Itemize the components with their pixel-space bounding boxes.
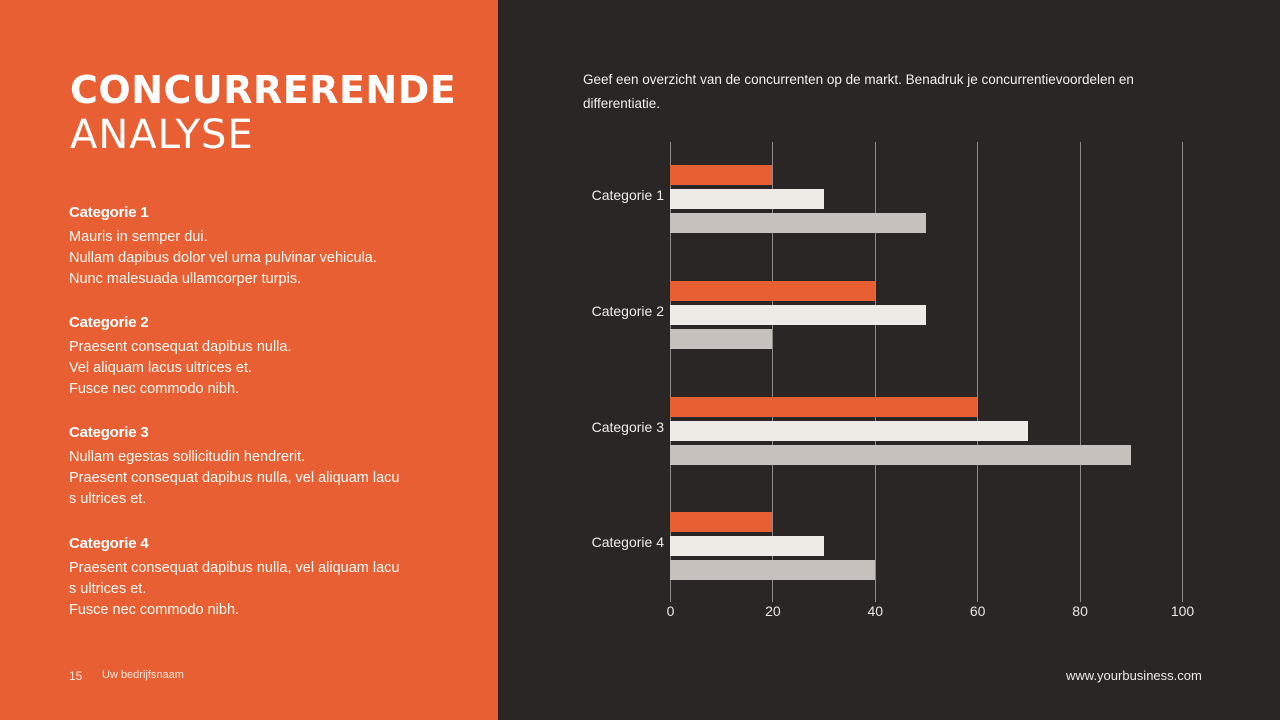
bar [670, 213, 926, 233]
category-line: Fusce nec commodo nibh. [69, 381, 240, 397]
category-line: Praesent consequat dapibus nulla, vel al… [69, 470, 400, 486]
category-line: Nunc malesuada ullamcorper turpis. [69, 271, 302, 287]
x-tick-label: 60 [969, 603, 986, 619]
x-tick-label: 80 [1072, 603, 1088, 619]
gridline [1182, 142, 1183, 602]
bar [670, 421, 1029, 441]
category-line: s ultrices et. [69, 491, 147, 507]
category-text-1: Categorie 1 Mauris in semper dui. Nullam… [69, 203, 469, 290]
category-line: Nullam dapibus dolor vel urna pulvinar v… [69, 250, 377, 266]
category-line: s ultrices et. [69, 581, 147, 597]
x-tick-label: 0 [666, 603, 675, 619]
y-category-label: Categorie 4 [591, 534, 664, 550]
x-tick-label: 20 [765, 603, 781, 619]
website-url: www.yourbusiness.com [1066, 668, 1202, 683]
bar [670, 305, 926, 325]
bar [670, 329, 773, 349]
gridline [977, 142, 979, 602]
category-line: Fusce nec commodo nibh. [69, 602, 240, 618]
y-category-label: Categorie 2 [591, 303, 664, 319]
category-heading: Categorie 1 [69, 204, 149, 221]
category-heading: Categorie 4 [69, 535, 149, 552]
gridline [670, 142, 671, 602]
x-tick-label: 40 [867, 603, 884, 619]
gridline [874, 142, 876, 602]
bar [670, 189, 824, 209]
category-heading: Categorie 3 [69, 424, 149, 441]
left-panel: CONCURRERENDE ANALYSE Categorie 1 Mauris… [0, 0, 498, 720]
bar-chart: 0 20 40 60 80 100 Categorie 1 Categorie 2 Catego… [498, 0, 1280, 720]
category-text-3: Categorie 3 Nullam egestas sollicitudin … [69, 423, 469, 510]
title-bold: CONCURRERENDE [70, 68, 457, 112]
bar [670, 512, 773, 532]
bar [670, 445, 1131, 465]
gridline [1079, 142, 1081, 602]
category-text-2: Categorie 2 Praesent consequat dapibus n… [69, 313, 469, 400]
bar [670, 560, 875, 580]
category-line: Nullam egestas sollicitudin hendrerit. [69, 449, 306, 465]
right-panel: Geef een overzicht van de concurrenten o… [498, 0, 1280, 720]
category-line: Praesent consequat dapibus nulla. [69, 339, 292, 355]
slide-description: Geef een overzicht van de concurrenten o… [583, 72, 1134, 111]
gridline [772, 142, 774, 602]
bar [670, 536, 824, 556]
category-line: Mauris in semper dui. [69, 229, 208, 245]
title-light: ANALYSE [70, 112, 254, 158]
y-category-label: Categorie 1 [591, 187, 664, 203]
page-number: 15 [69, 669, 83, 683]
bar [670, 165, 773, 185]
company-name: Uw bedrijfsnaam [102, 669, 184, 681]
category-heading: Categorie 2 [69, 314, 149, 331]
category-line: Vel aliquam lacus ultrices et. [69, 360, 252, 376]
bar [670, 281, 875, 301]
y-category-label: Categorie 3 [591, 419, 664, 435]
x-tick-label: 100 [1170, 603, 1195, 619]
category-line: Praesent consequat dapibus nulla, vel al… [69, 560, 400, 576]
category-text-4: Categorie 4 Praesent consequat dapibus n… [69, 534, 469, 621]
bar [670, 397, 978, 417]
